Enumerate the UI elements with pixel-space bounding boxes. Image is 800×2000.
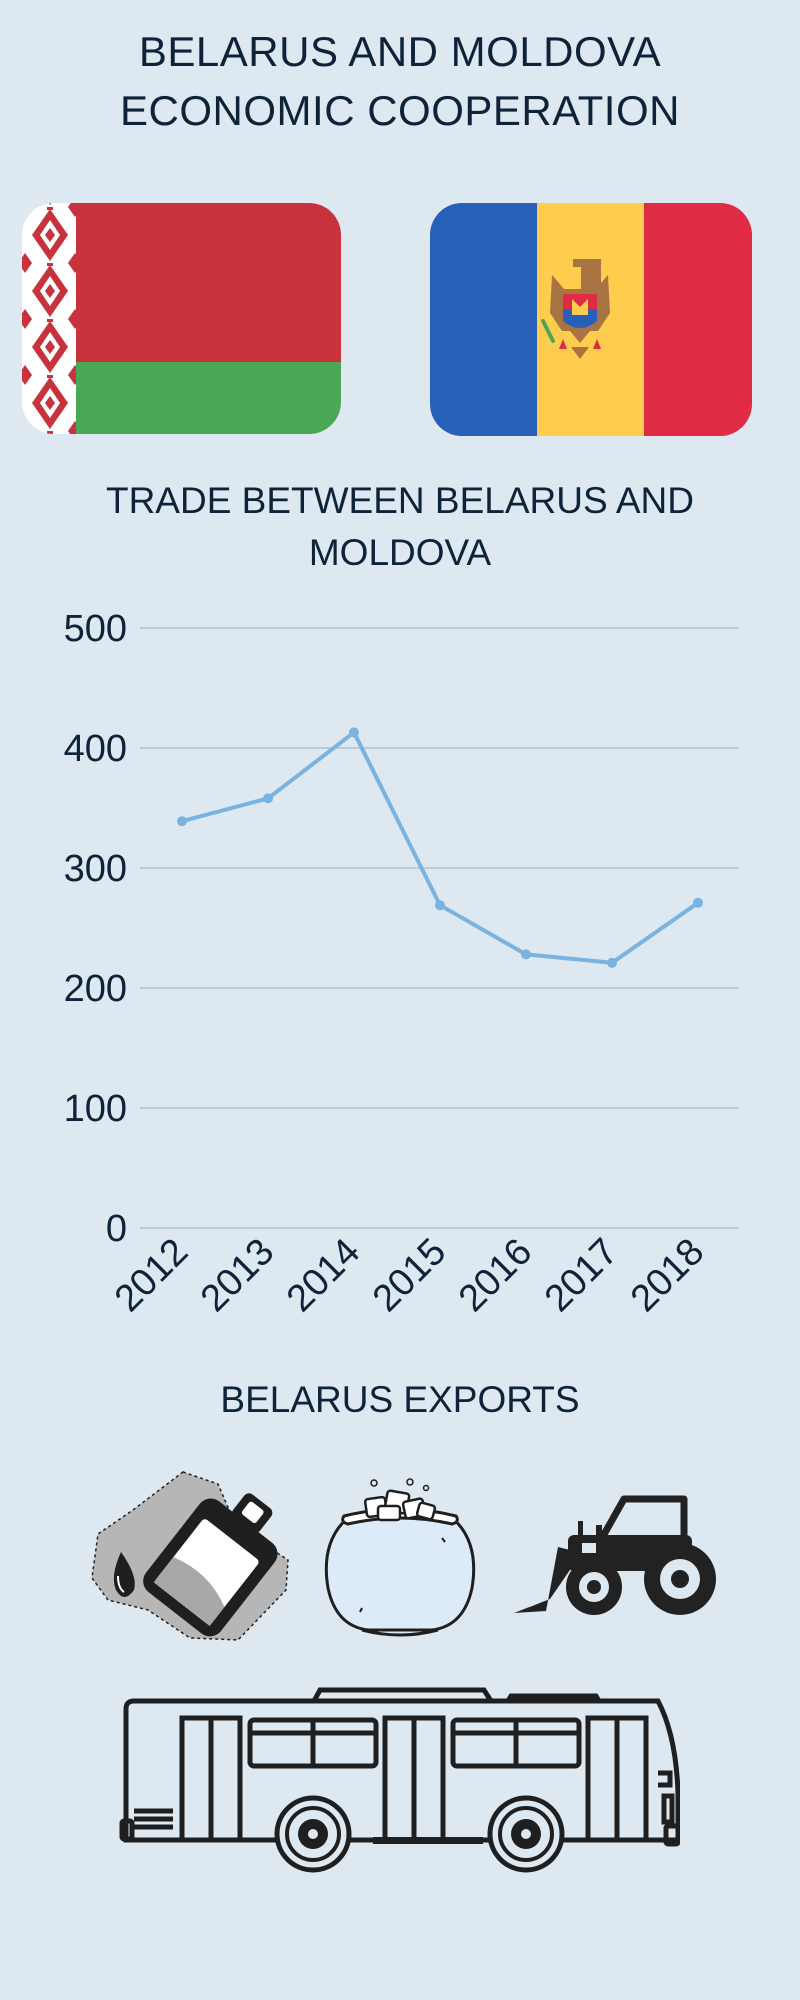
coat-of-arms-icon [541, 259, 622, 359]
title-line-2: ECONOMIC COOPERATION [120, 87, 680, 134]
trade-section-title: TRADE BETWEEN BELARUS AND MOLDOVA [80, 475, 720, 579]
trade-line-chart: 0100200300400500201220132014201520162017… [64, 608, 739, 1320]
exports-section-title: BELARUS EXPORTS [220, 1379, 580, 1420]
belarus-flag [22, 203, 341, 434]
y-tick-label: 100 [64, 1088, 127, 1130]
y-tick-label: 200 [64, 968, 127, 1010]
flag-ornament [22, 203, 76, 434]
trade-title-line-1: TRADE BETWEEN BELARUS AND [105, 480, 694, 521]
series-line [180, 730, 700, 965]
flag-red-band [644, 203, 752, 436]
sugar-pot-icon [322, 1478, 478, 1643]
tractor-icon [512, 1495, 717, 1625]
title-line-1: BELARUS AND MOLDOVA [138, 28, 662, 75]
y-tick-label: 400 [64, 728, 127, 770]
data-point [521, 949, 531, 960]
x-tick-label: 2015 [365, 1231, 454, 1320]
data-point [607, 957, 617, 968]
data-point [263, 793, 273, 804]
data-point [177, 816, 187, 827]
flag-red-band [76, 203, 341, 362]
x-tick-label: 2018 [623, 1231, 712, 1320]
x-tick-label: 2016 [451, 1231, 540, 1320]
flag-blue-band [430, 203, 538, 436]
data-point [693, 897, 703, 908]
x-tick-label: 2014 [279, 1231, 368, 1320]
y-tick-label: 0 [106, 1208, 127, 1250]
bus-icon [118, 1683, 681, 1878]
y-tick-label: 300 [64, 848, 127, 890]
y-tick-label: 500 [64, 608, 127, 650]
x-tick-label: 2017 [537, 1231, 626, 1320]
x-tick-label: 2013 [193, 1231, 282, 1320]
moldova-flag [430, 203, 752, 436]
trade-title-line-2: MOLDOVA [308, 532, 492, 573]
page-title: BELARUS AND MOLDOVA ECONOMIC COOPERATION [0, 22, 800, 140]
oil-canister-icon [88, 1470, 298, 1655]
flag-green-band [76, 362, 341, 434]
data-point [349, 727, 359, 738]
data-point [435, 900, 445, 911]
